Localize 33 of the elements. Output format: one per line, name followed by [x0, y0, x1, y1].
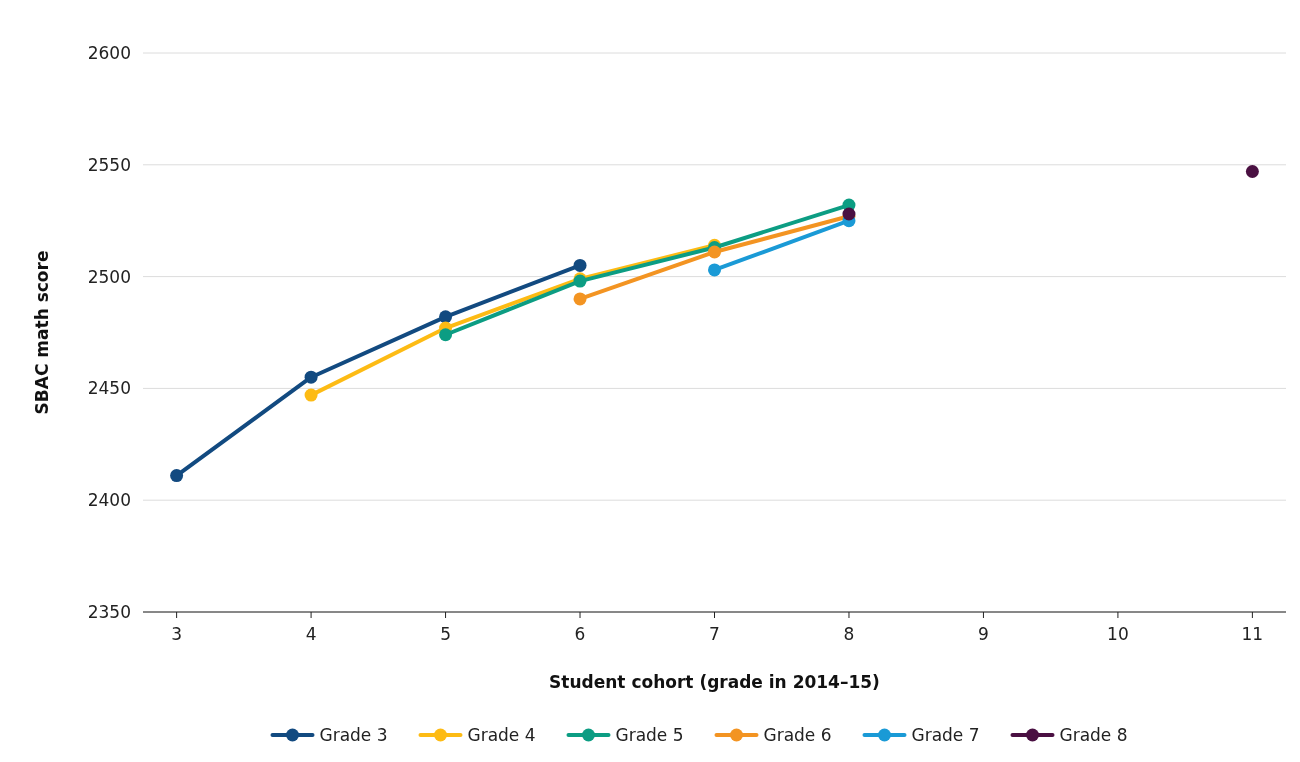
- legend-label: Grade 7: [911, 724, 980, 745]
- point: [1245, 165, 1259, 179]
- x-tick-label: 9: [978, 624, 989, 644]
- point: [708, 263, 721, 277]
- x-tick-label: 3: [171, 624, 183, 644]
- x-tick-label: 6: [574, 624, 586, 644]
- point: [304, 388, 318, 402]
- legend-label: Grade 3: [319, 724, 388, 745]
- x-tick-label: 10: [1107, 624, 1129, 644]
- legend-label: Grade 6: [763, 724, 832, 745]
- point: [573, 258, 587, 272]
- x-tick-label: 7: [709, 624, 720, 644]
- legend-label: Grade 8: [1059, 724, 1128, 745]
- y-tick-label: 2550: [87, 154, 131, 175]
- y-axis-title: SBAC math score: [32, 250, 52, 415]
- y-tick-label: 2500: [87, 266, 131, 287]
- x-tick-label: 11: [1241, 624, 1264, 644]
- point: [170, 469, 184, 483]
- y-tick-label: 2450: [87, 378, 131, 399]
- point: [573, 292, 587, 306]
- y-tick-label: 2600: [87, 42, 131, 63]
- y-tick-label: 2400: [87, 490, 131, 511]
- point: [708, 245, 721, 259]
- legend-label: Grade 4: [467, 724, 536, 745]
- legend-label: Grade 5: [615, 724, 684, 745]
- x-tick-label: 5: [440, 624, 451, 644]
- x-tick-label: 8: [843, 624, 855, 644]
- point: [304, 370, 318, 384]
- x-axis-title: Student cohort (grade in 2014–15): [549, 672, 880, 692]
- point: [439, 310, 453, 324]
- x-tick-label: 4: [305, 624, 317, 644]
- point: [439, 328, 453, 342]
- y-tick-label: 2350: [87, 601, 131, 622]
